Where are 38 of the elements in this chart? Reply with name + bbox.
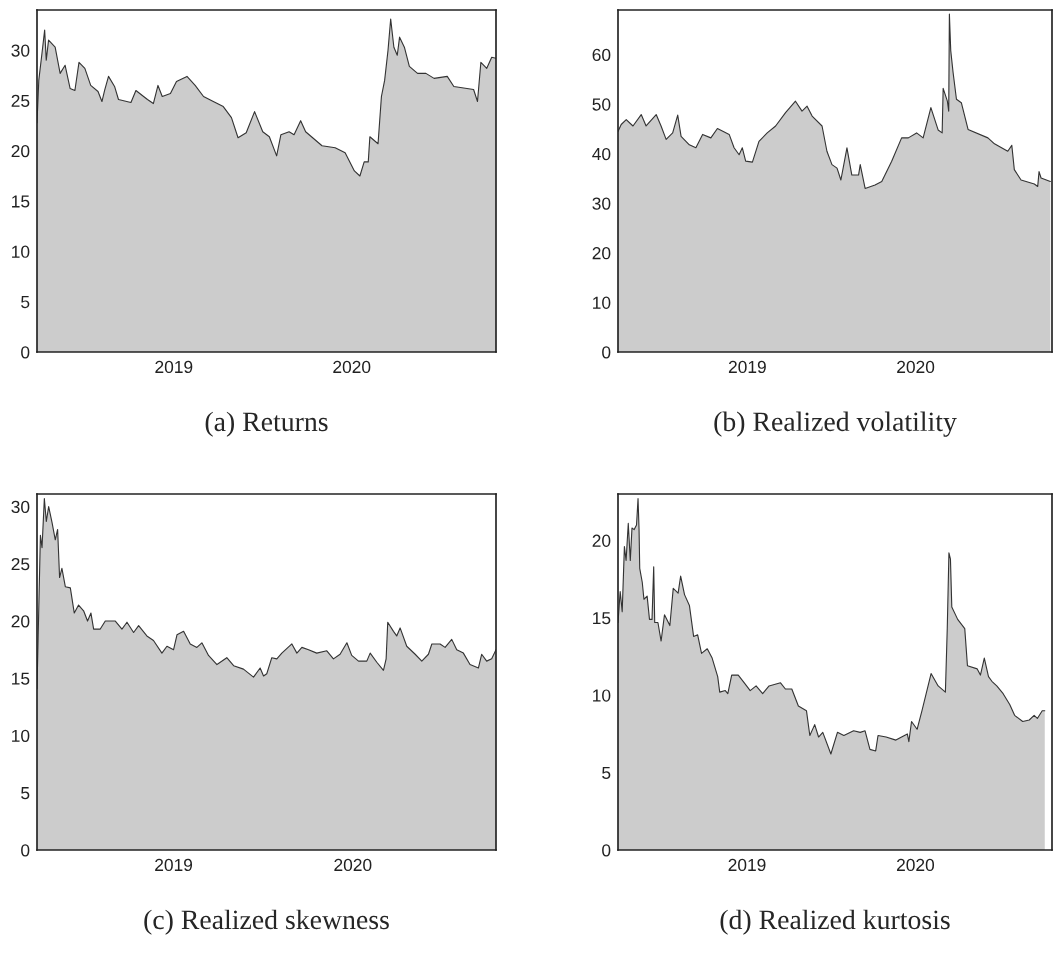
text: (a) Returns xyxy=(205,411,328,437)
y-tick-label: 5 xyxy=(21,296,30,309)
y-tick-label: 30 xyxy=(11,500,30,514)
y-tick-label: 20 xyxy=(11,615,30,628)
y-tick-label: 0 xyxy=(602,346,611,359)
x-tick-label: 2019 xyxy=(728,858,766,872)
y-tick-label: 15 xyxy=(12,195,30,208)
y-tick-label: 10 xyxy=(593,689,611,702)
text: (b) Realized volatility xyxy=(714,411,957,437)
x-tick-label: 2020 xyxy=(334,858,372,872)
y-tick-label: 30 xyxy=(11,44,30,57)
y-tick-label: 15 xyxy=(12,672,30,685)
y-tick-label: 25 xyxy=(11,557,30,571)
y-tick-label: 50 xyxy=(592,98,611,111)
y-tick-label: 0 xyxy=(602,844,611,857)
x-tick-label: 2019 xyxy=(155,360,193,374)
y-tick-label: 0 xyxy=(21,844,30,857)
y-tick-label: 0 xyxy=(21,346,30,359)
y-tick-label: 10 xyxy=(12,245,30,258)
y-tick-label: 30 xyxy=(592,197,611,210)
x-tick-label: 2020 xyxy=(896,858,935,872)
y-tick-label: 10 xyxy=(12,729,30,742)
y-tick-label: 20 xyxy=(592,534,611,547)
y-tick-label: 10 xyxy=(593,296,611,309)
text: (c) Realized skewness xyxy=(144,909,389,935)
y-tick-label: 25 xyxy=(11,94,30,107)
y-tick-label: 20 xyxy=(592,247,611,260)
y-tick-label: 15 xyxy=(593,612,611,625)
y-tick-label: 5 xyxy=(21,787,30,800)
x-tick-label: 2020 xyxy=(333,360,371,374)
y-tick-label: 5 xyxy=(602,766,611,780)
x-tick-label: 2019 xyxy=(728,360,766,374)
x-tick-label: 2019 xyxy=(155,858,193,872)
y-tick-label: 20 xyxy=(11,144,30,158)
y-tick-label: 60 xyxy=(592,48,611,62)
x-tick-label: 2020 xyxy=(897,360,935,374)
y-tick-label: 40 xyxy=(592,147,611,161)
text: (d) Realized kurtosis xyxy=(720,909,950,935)
